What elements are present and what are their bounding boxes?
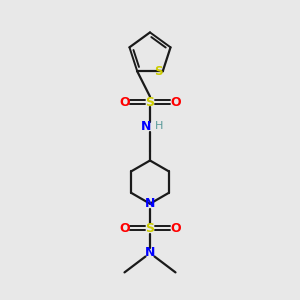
Text: O: O (170, 222, 181, 235)
Text: O: O (170, 95, 181, 109)
Text: H: H (155, 121, 163, 131)
Text: O: O (119, 95, 130, 109)
Text: O: O (119, 222, 130, 235)
Text: S: S (146, 95, 154, 109)
Text: N: N (145, 246, 155, 260)
Text: N: N (145, 197, 155, 210)
Text: S: S (154, 65, 162, 78)
Text: S: S (146, 222, 154, 235)
Text: N: N (141, 120, 151, 133)
